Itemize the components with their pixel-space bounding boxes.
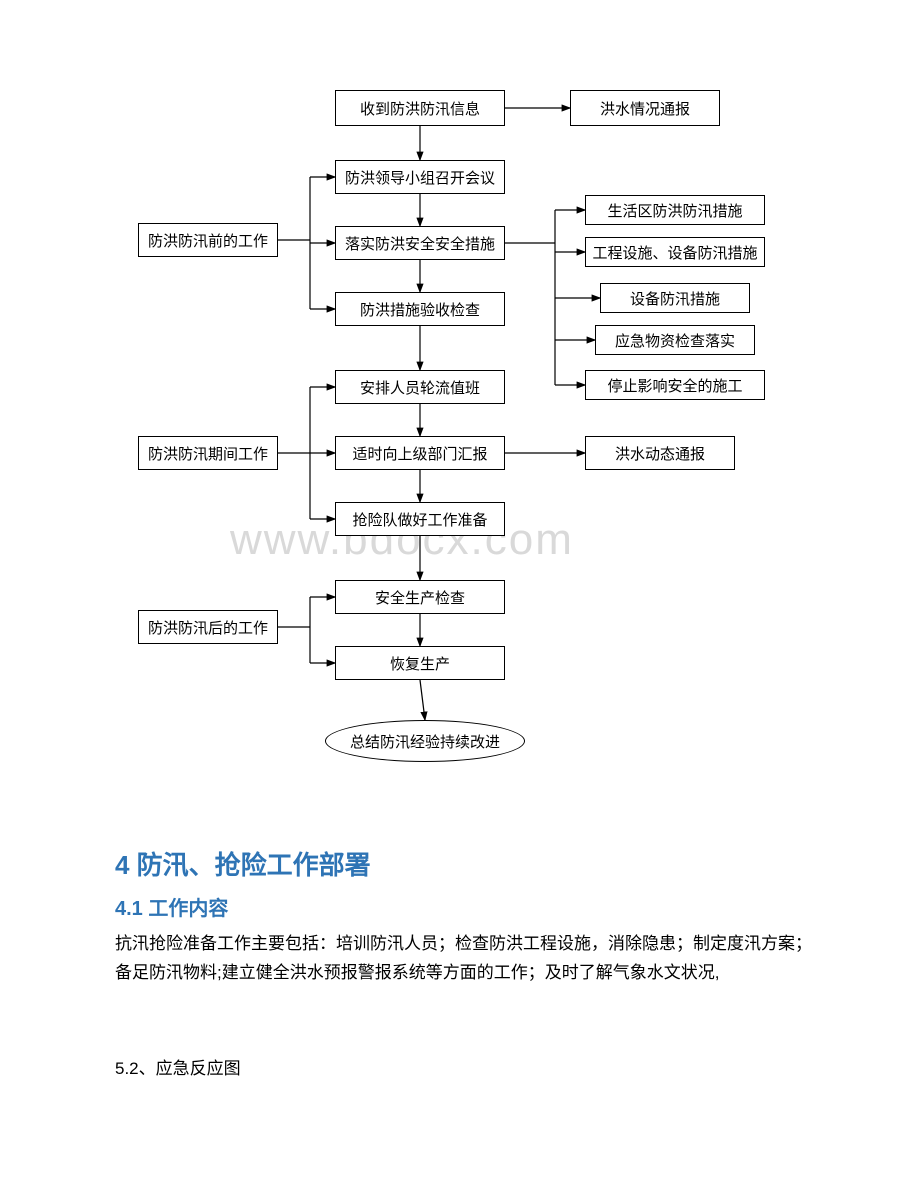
flow-node-n_resume: 恢复生产 (335, 646, 505, 680)
flow-node-n_report: 适时向上级部门汇报 (335, 436, 505, 470)
flow-node-label: 应急物资检查落实 (615, 330, 735, 351)
flow-node-n_safety: 安全生产检查 (335, 580, 505, 614)
flow-node-label: 适时向上级部门汇报 (352, 443, 487, 464)
flow-node-label: 生活区防洪防汛措施 (607, 200, 742, 221)
page: www.bdocx.com 收到防洪防汛信息洪水情况通报防洪领导小组召开会议落实… (0, 0, 920, 1191)
flow-node-label: 停止影响安全的施工 (607, 375, 742, 396)
flow-node-n_equip: 设备防汛措施 (600, 283, 750, 313)
flow-node-n_notice2: 洪水动态通报 (585, 436, 735, 470)
flow-node-n_before: 防洪防汛前的工作 (138, 223, 278, 257)
flow-node-n_supply: 应急物资检查落实 (595, 325, 755, 355)
flow-node-label: 防洪防汛后的工作 (148, 617, 268, 638)
section-body-4-1: 抗汛抢险准备工作主要包括：培训防汛人员；检查防洪工程设施，消除隐患；制定度汛方案… (115, 930, 815, 988)
flow-node-label: 防洪措施验收检查 (360, 299, 480, 320)
flow-node-label: 防洪防汛期间工作 (148, 443, 268, 464)
flow-node-label: 落实防洪安全安全措施 (345, 233, 495, 254)
flow-node-n_during: 防洪防汛期间工作 (138, 436, 278, 470)
section-heading-5-2: 5.2、应急反应图 (115, 1055, 241, 1084)
flow-node-n_after: 防洪防汛后的工作 (138, 610, 278, 644)
flow-node-n_receive: 收到防洪防汛信息 (335, 90, 505, 126)
flow-node-label: 设备防汛措施 (630, 288, 720, 309)
section-heading-4: 4 防汛、抢险工作部署 (115, 845, 371, 882)
flow-node-label: 洪水动态通报 (615, 443, 705, 464)
flow-node-label: 防洪领导小组召开会议 (345, 167, 495, 188)
flow-node-n_meeting: 防洪领导小组召开会议 (335, 160, 505, 194)
flow-node-label: 洪水情况通报 (600, 98, 690, 119)
flow-node-label: 收到防洪防汛信息 (360, 98, 480, 119)
flow-node-n_measure: 落实防洪安全安全措施 (335, 226, 505, 260)
flow-node-n_notice1: 洪水情况通报 (570, 90, 720, 126)
flow-node-label: 恢复生产 (390, 653, 450, 674)
flow-node-label: 安排人员轮流值班 (360, 377, 480, 398)
flow-node-label: 抢险队做好工作准备 (352, 509, 487, 530)
flow-node-label: 安全生产检查 (375, 587, 465, 608)
flow-node-n_life: 生活区防洪防汛措施 (585, 195, 765, 225)
flow-node-n_rescue: 抢险队做好工作准备 (335, 502, 505, 536)
flow-node-n_stopwork: 停止影响安全的施工 (585, 370, 765, 400)
flow-node-n_check: 防洪措施验收检查 (335, 292, 505, 326)
flow-node-label: 总结防汛经验持续改进 (350, 731, 500, 752)
flow-node-n_summary: 总结防汛经验持续改进 (325, 720, 525, 762)
flow-node-n_shift: 安排人员轮流值班 (335, 370, 505, 404)
flow-node-label: 防洪防汛前的工作 (148, 230, 268, 251)
flow-node-n_facility: 工程设施、设备防汛措施 (585, 237, 765, 267)
section-heading-4-1: 4.1 工作内容 (115, 892, 228, 921)
flow-node-label: 工程设施、设备防汛措施 (592, 242, 757, 263)
